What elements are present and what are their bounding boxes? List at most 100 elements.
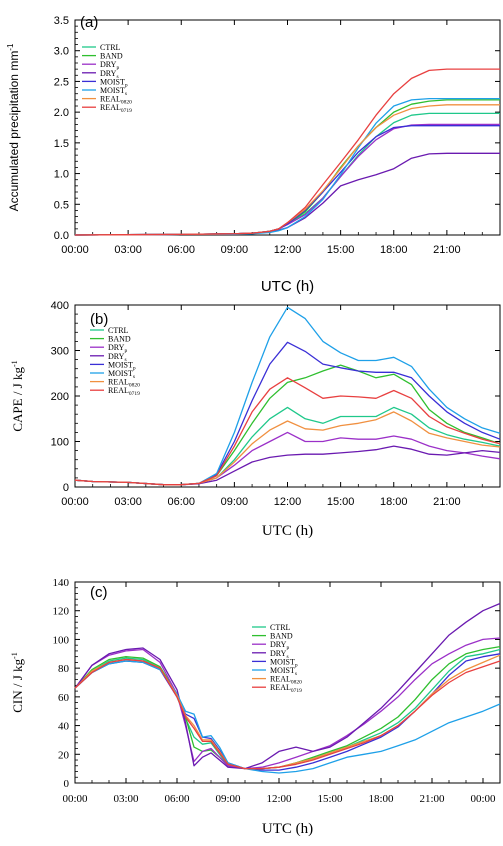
legend-label-name: MOIST [270, 666, 295, 675]
x-tick-label: 00:00 [62, 793, 88, 805]
legend-label-subscript: 0719 [291, 688, 302, 694]
plot-frame [74, 581, 501, 784]
y-tick-label: 140 [53, 577, 70, 589]
legend-label-BAND: BAND [100, 52, 123, 61]
x-tick-label: 12:00 [266, 793, 292, 805]
legend-label-name: BAND [270, 632, 293, 641]
y-tick-label: 2.5 [54, 76, 69, 88]
legend-label-subscript: 0820 [291, 680, 302, 686]
legend-label-subscript: p [125, 82, 128, 88]
x-axis-title: UTC (h) [262, 523, 313, 539]
series-line-MOISTp [74, 125, 500, 236]
legend-label-name: DRY [108, 343, 125, 352]
legend-label-CTRL: CTRL [270, 623, 291, 632]
legend-label-DRYp: DRYp [108, 343, 127, 354]
series-line-DRYs [74, 445, 501, 486]
x-tick-label: 18:00 [380, 496, 408, 508]
legend-label-name: REAL [100, 95, 121, 104]
legend-label-subscript: s [124, 357, 126, 363]
x-tick-label: 18:00 [380, 244, 408, 256]
y-tick-label: 0.5 [54, 199, 69, 211]
series-line-CTRL [74, 112, 500, 236]
x-tick-label: 00:00 [61, 244, 89, 256]
y-tick-label: 3.5 [54, 15, 69, 27]
y-tick-label: 400 [51, 300, 69, 312]
y-tick-label: 20 [58, 749, 70, 761]
series-line-MOISTs [74, 660, 501, 774]
x-tick-label: 00:00 [470, 793, 496, 805]
legend-label-name: REAL [270, 675, 291, 684]
series-line-DRYp [74, 123, 500, 236]
x-tick-label: 00:00 [61, 496, 89, 508]
x-tick-label: 15:00 [317, 793, 343, 805]
legend-label-DRYs: DRYs [100, 69, 119, 80]
legend-label-name: REAL [270, 683, 291, 692]
legend-label-subscript: s [116, 74, 118, 80]
chart-panel-3: 0 20 40 60 80 100 120 140 00:00 03:00 06:00 09:00 12… [10, 577, 501, 837]
x-tick-label: 12:00 [274, 244, 302, 256]
y-axis-title-superscript: -1 [10, 652, 19, 659]
legend-label-subscript: s [125, 91, 127, 97]
legend-label-subscript: s [133, 374, 135, 380]
legend-label-name: CTRL [100, 43, 121, 52]
plot-frame [74, 19, 501, 236]
x-axis-title: UTC (h) [261, 278, 314, 295]
legend-label-name: CTRL [108, 326, 129, 335]
x-tick-label: 06:00 [164, 793, 190, 805]
legend-label-REAL0820: REAL0820 [270, 675, 302, 686]
panel-label: (b) [90, 311, 108, 328]
legend-label-name: REAL [100, 103, 121, 112]
y-tick-label: 300 [51, 346, 69, 358]
legend-label-name: REAL [108, 378, 129, 387]
legend: CTRLBANDDRYpDRYsMOISTpMOISTsREAL0820REAL… [252, 623, 302, 694]
legend-label-DRYp: DRYp [270, 640, 289, 651]
legend-label-MOISTp: MOISTp [108, 360, 136, 371]
legend-label-REAL0719: REAL0719 [100, 103, 132, 114]
legend-label-subscript: 0820 [121, 100, 132, 106]
legend-label-MOISTs: MOISTs [270, 666, 297, 677]
legend-label-name: MOIST [100, 77, 125, 86]
series-line-DRYp [74, 637, 501, 770]
legend-label-subscript: 0820 [129, 383, 140, 389]
y-tick-label: 0 [63, 482, 69, 494]
legend-label-name: MOIST [108, 369, 133, 378]
series-line-CTRL [74, 406, 501, 486]
y-axis-title: CAPE / J kg-1 [10, 360, 25, 431]
series-line-MOISTs [74, 97, 500, 236]
y-tick-label: 2.0 [54, 107, 69, 119]
legend-label-name: DRY [108, 352, 125, 361]
legend-label-name: DRY [100, 60, 117, 69]
x-tick-label: 21:00 [433, 496, 461, 508]
legend-label-name: DRY [270, 649, 287, 658]
legend-label-DRYs: DRYs [270, 649, 289, 660]
legend-label-name: DRY [270, 640, 287, 649]
legend-label-name: MOIST [100, 86, 125, 95]
legend-label-MOISTp: MOISTp [100, 77, 128, 88]
y-axis-title-text: CIN / J kg [10, 658, 25, 712]
y-axis-title: CIN / J kg-1 [10, 652, 25, 712]
y-axis-title: Accumulated precipitation mm-1 [6, 43, 21, 211]
x-tick-label: 03:00 [113, 793, 139, 805]
y-tick-label: 1.0 [54, 169, 69, 181]
legend-label-REAL0719: REAL0719 [108, 386, 140, 397]
y-axis-title-text: CAPE / J kg [10, 367, 25, 432]
series-line-REAL0719 [74, 658, 501, 770]
series-line-DRYp [74, 431, 501, 486]
y-tick-label: 60 [58, 692, 70, 704]
legend-label-name: CTRL [270, 623, 291, 632]
x-tick-label: 21:00 [419, 793, 445, 805]
series-line-BAND [74, 99, 500, 236]
legend: CTRLBANDDRYpDRYsMOISTpMOISTsREAL0820REAL… [82, 43, 132, 114]
y-tick-label: 40 [58, 721, 70, 733]
legend-label-CTRL: CTRL [100, 43, 121, 52]
chart-panel-2: 0 100 200 300 400 00:00 03:00 06:00 09:00 12:00 15… [10, 300, 501, 539]
legend-label-REAL0820: REAL0820 [108, 378, 140, 389]
x-tick-label: 18:00 [368, 793, 394, 805]
y-tick-label: 1.5 [54, 138, 69, 150]
x-tick-label: 09:00 [221, 244, 249, 256]
legend-label-MOISTs: MOISTs [100, 86, 127, 97]
y-tick-label: 3.0 [54, 46, 69, 58]
legend-label-subscript: p [295, 662, 298, 668]
y-tick-label: 200 [51, 391, 69, 403]
y-axis-title-superscript: -1 [6, 43, 15, 51]
